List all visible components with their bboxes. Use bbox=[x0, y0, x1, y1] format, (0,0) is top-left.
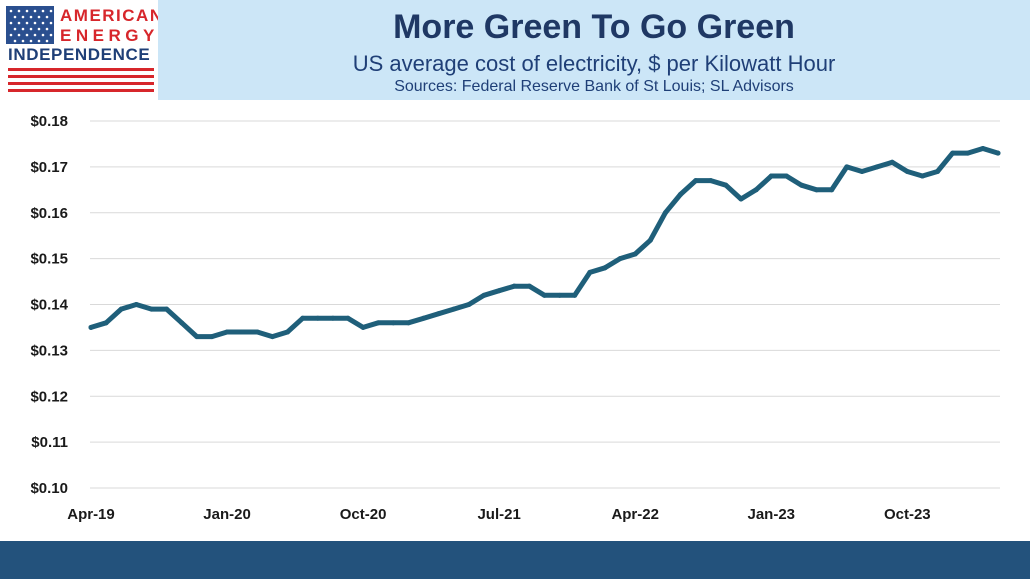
data-point bbox=[783, 173, 789, 179]
data-point bbox=[254, 329, 260, 335]
data-point bbox=[617, 256, 623, 262]
data-point bbox=[587, 269, 593, 275]
data-point bbox=[300, 315, 306, 321]
data-point bbox=[88, 324, 94, 330]
data-point bbox=[330, 315, 336, 321]
x-tick-label: Jul-21 bbox=[477, 506, 520, 523]
y-tick-label: $0.13 bbox=[30, 342, 68, 359]
data-point bbox=[421, 315, 427, 321]
x-tick-label: Apr-22 bbox=[611, 506, 659, 523]
data-point bbox=[436, 311, 442, 317]
data-point bbox=[798, 182, 804, 188]
data-point bbox=[451, 306, 457, 312]
y-tick-label: $0.14 bbox=[30, 297, 68, 314]
x-axis-ticks: Apr-19 Jan-20 Oct-20 Jul-21 Apr-22 Jan-23 Oct-… bbox=[67, 506, 930, 523]
grid-lines bbox=[90, 120, 1000, 489]
data-point bbox=[360, 324, 366, 330]
data-point bbox=[632, 251, 638, 257]
data-point bbox=[919, 173, 925, 179]
data-point bbox=[874, 164, 880, 170]
data-point bbox=[511, 283, 517, 289]
data-point bbox=[935, 168, 941, 174]
data-point bbox=[224, 329, 230, 335]
x-tick-label: Oct-20 bbox=[340, 506, 387, 523]
data-point bbox=[980, 146, 986, 152]
logo-stripes bbox=[8, 68, 154, 92]
series-line bbox=[88, 146, 1001, 340]
data-point bbox=[678, 191, 684, 197]
us-flag-icon bbox=[6, 6, 54, 44]
y-tick-label: $0.15 bbox=[30, 251, 68, 268]
data-point bbox=[904, 168, 910, 174]
y-tick-label: $0.16 bbox=[30, 205, 68, 222]
chart-subtitle: US average cost of electricity, $ per Ki… bbox=[352, 51, 836, 76]
data-point bbox=[572, 292, 578, 298]
data-point bbox=[693, 178, 699, 184]
x-tick-label: Jan-20 bbox=[203, 506, 251, 523]
data-point bbox=[829, 187, 835, 193]
data-point bbox=[526, 283, 532, 289]
data-point bbox=[859, 168, 865, 174]
y-axis-ticks: $0.10 $0.11 $0.12 $0.13 $0.14 $0.15 $0.16 $0.17… bbox=[30, 113, 68, 497]
data-point bbox=[315, 315, 321, 321]
data-point bbox=[103, 320, 109, 326]
data-point bbox=[647, 237, 653, 243]
data-point bbox=[285, 329, 291, 335]
y-tick-label: $0.17 bbox=[30, 159, 68, 176]
data-point bbox=[194, 334, 200, 340]
chart-sources: Sources: Federal Reserve Bank of St Loui… bbox=[394, 78, 794, 95]
logo-line-1: AMERICAN bbox=[60, 6, 164, 25]
x-tick-label: Jan-23 bbox=[747, 506, 795, 523]
x-tick-label: Apr-19 bbox=[67, 506, 115, 523]
data-point bbox=[708, 178, 714, 184]
header-banner: More Green To Go Green US average cost o… bbox=[158, 0, 1030, 100]
data-point bbox=[738, 196, 744, 202]
brand-logo: AMERICAN ENERGY INDEPENDENCE bbox=[0, 0, 162, 100]
data-point bbox=[118, 306, 124, 312]
data-point bbox=[390, 320, 396, 326]
logo-line-2: ENERGY bbox=[60, 26, 159, 45]
data-point bbox=[950, 150, 956, 156]
data-point bbox=[814, 187, 820, 193]
data-point bbox=[239, 329, 245, 335]
data-point bbox=[557, 292, 563, 298]
data-point bbox=[209, 334, 215, 340]
data-point bbox=[164, 306, 170, 312]
data-point bbox=[496, 288, 502, 294]
x-tick-label: Oct-23 bbox=[884, 506, 931, 523]
data-point bbox=[889, 159, 895, 165]
data-point bbox=[466, 302, 472, 307]
line-chart: $0.10 $0.11 $0.12 $0.13 $0.14 $0.15 $0.16 $0.17… bbox=[30, 113, 1001, 523]
data-point bbox=[375, 320, 381, 326]
y-tick-label: $0.18 bbox=[30, 113, 68, 130]
y-tick-label: $0.10 bbox=[30, 480, 68, 497]
logo-line-3: INDEPENDENCE bbox=[8, 45, 151, 64]
data-point bbox=[405, 320, 411, 326]
y-tick-label: $0.11 bbox=[31, 434, 68, 451]
data-point bbox=[481, 292, 487, 298]
data-point bbox=[179, 320, 185, 326]
data-point bbox=[995, 150, 1001, 156]
data-point bbox=[723, 182, 729, 188]
data-point bbox=[768, 173, 774, 179]
data-point bbox=[269, 334, 275, 340]
data-point bbox=[133, 302, 139, 307]
data-point bbox=[542, 292, 547, 298]
data-point bbox=[753, 187, 759, 193]
data-point bbox=[602, 265, 608, 271]
data-point bbox=[345, 315, 351, 321]
y-tick-label: $0.12 bbox=[30, 388, 68, 405]
data-point bbox=[844, 164, 850, 170]
data-points bbox=[88, 146, 1001, 340]
footer-bar bbox=[0, 541, 1030, 579]
chart-title: More Green To Go Green bbox=[393, 8, 795, 46]
data-point bbox=[148, 306, 154, 312]
data-point bbox=[662, 210, 668, 216]
data-point bbox=[965, 150, 971, 156]
